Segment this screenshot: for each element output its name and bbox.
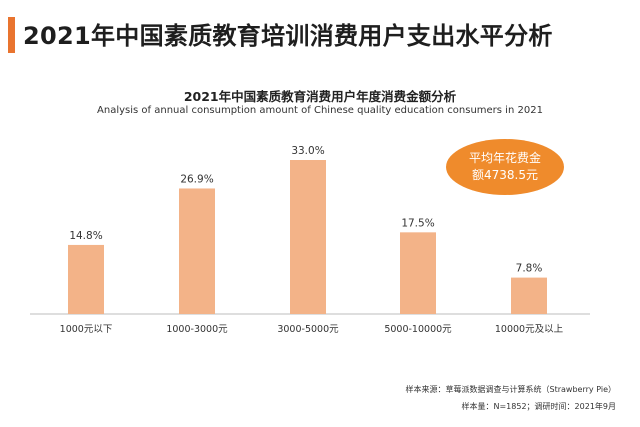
average-spend-line1: 平均年花费金 (468, 151, 541, 165)
value-label-1: 14.8% (69, 230, 102, 242)
chart-title: 2021年中国素质教育消费用户年度消费金额分析 (183, 89, 457, 104)
bar-2 (179, 188, 215, 314)
chart-subtitle: Analysis of annual consumption amount of… (97, 105, 543, 116)
title-accent-bar (8, 17, 15, 53)
bar-3 (290, 160, 326, 314)
value-label-2: 26.9% (180, 173, 213, 185)
bar-1 (68, 244, 104, 314)
value-label-4: 17.5% (401, 217, 434, 229)
average-spend-badge: 平均年花费金 额4738.5元 (446, 139, 564, 195)
category-label-1: 1000元以下 (60, 324, 113, 335)
value-label-3: 33.0% (291, 145, 324, 157)
bar-5 (511, 277, 547, 314)
bar-4 (400, 232, 436, 314)
page-title: 2021年中国素质教育培训消费用户支出水平分析 (23, 22, 553, 50)
value-label-5: 7.8% (516, 263, 543, 275)
category-label-5: 10000元及以上 (495, 324, 564, 335)
footer-sample: 样本量：N=1852；调研时间：2021年9月 (461, 402, 617, 411)
category-label-4: 5000-10000元 (384, 324, 452, 335)
category-label-2: 1000-3000元 (166, 324, 228, 335)
average-spend-line2: 额4738.5元 (472, 168, 538, 182)
category-label-3: 3000-5000元 (277, 324, 339, 335)
footer-source: 样本来源：草莓派数据调查与计算系统（Strawberry Pie） (405, 385, 616, 394)
